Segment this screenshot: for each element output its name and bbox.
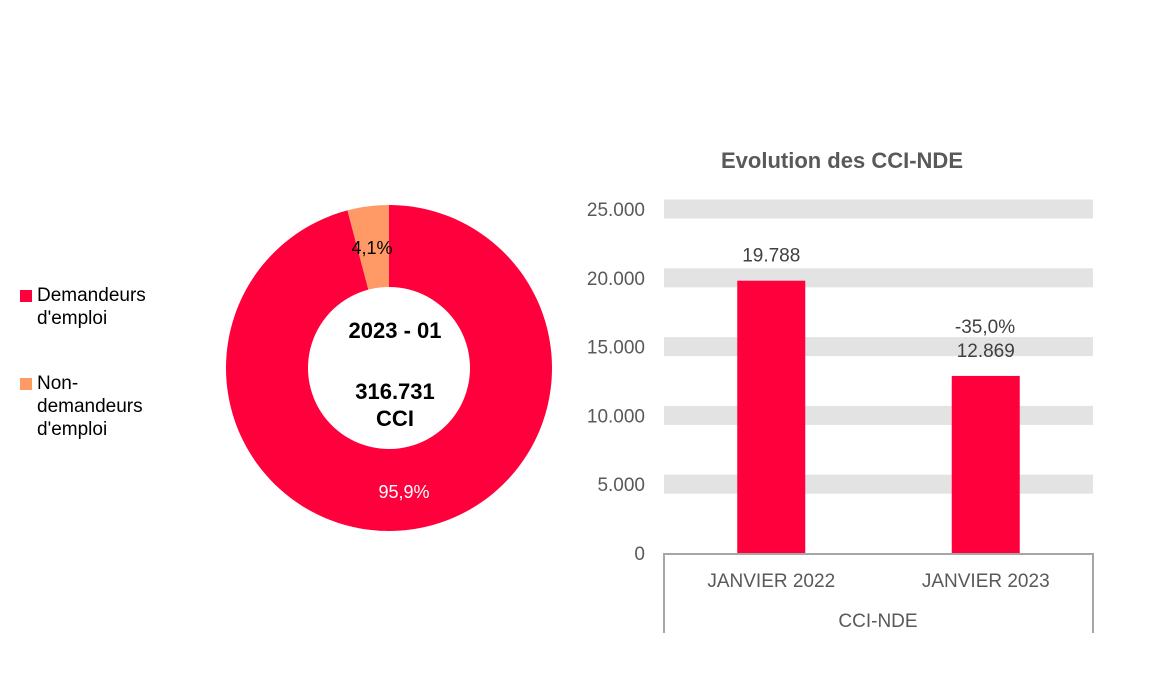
slice-label-non-demandeurs: 4,1% [351, 238, 392, 258]
bar-data-label: 19.788 [742, 246, 800, 267]
y-tick-label: 20.000 [587, 269, 645, 290]
slice-label-demandeurs: 95,9% [378, 482, 429, 502]
grid-band [664, 268, 1093, 288]
grid-band [664, 474, 1093, 494]
legend-label: Non-demandeurs d'emploi [37, 373, 143, 440]
grid-band [664, 199, 1093, 219]
legend-swatch-demandeurs [20, 290, 32, 302]
x-tick-label: JANVIER 2022 [707, 571, 835, 592]
legend-item-non-demandeurs: Non-demandeurs d'emploi [20, 372, 162, 441]
bar-1 [951, 375, 1020, 553]
donut-chart [225, 205, 552, 531]
bar-0 [737, 280, 806, 553]
bar-data-label: 12.869 [957, 341, 1015, 362]
donut-center-unit: CCI [376, 406, 414, 431]
grid-band [664, 405, 1093, 425]
y-tick-label: 25.000 [587, 200, 645, 221]
donut-slice-0 [225, 205, 552, 531]
donut-center-total: 316.731 [355, 379, 435, 404]
legend-label: Demandeurs d'emploi [37, 285, 146, 329]
y-tick-label: 0 [634, 544, 645, 565]
x-tick-label: JANVIER 2023 [922, 571, 1050, 592]
legend-item-demandeurs: Demandeurs d'emploi [20, 284, 177, 330]
bar-chart-title: Evolution des CCI-NDE [721, 148, 963, 173]
group-label: CCI-NDE [838, 611, 917, 632]
grid-band [664, 337, 1093, 357]
legend-swatch-non-demandeurs [20, 378, 32, 390]
donut-center-period: 2023 - 01 [349, 318, 442, 343]
change-label: -35,0% [955, 317, 1015, 338]
y-tick-label: 10.000 [587, 406, 645, 427]
bar-chart: 0 5.000 10.000 15.000 20.000 25.000 19.788 JANV… [587, 199, 1094, 633]
donut-slice-1 [347, 205, 389, 290]
y-tick-label: 15.000 [587, 338, 645, 359]
y-tick-label: 5.000 [597, 475, 645, 496]
